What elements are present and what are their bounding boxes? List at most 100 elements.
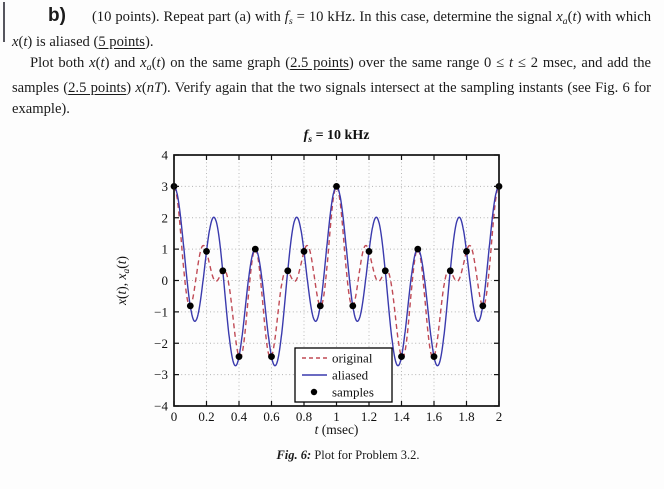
x-tick-label: 1.6	[426, 409, 443, 424]
legend-label-aliased: aliased	[332, 368, 369, 383]
y-tick-label: 2	[162, 210, 169, 225]
y-tick-label: 3	[162, 179, 169, 194]
x-tick-label: 1.4	[393, 409, 410, 424]
text-segment: (	[141, 79, 147, 96]
text-segment: t	[23, 33, 28, 50]
text-segment: (	[567, 9, 573, 25]
part-label: b)	[48, 5, 66, 26]
sample-point	[203, 248, 210, 255]
y-tick-label: −2	[154, 336, 168, 351]
x-tick-label: 0.8	[296, 409, 312, 424]
paragraph-2-body: Plot both x(t) and xa(t) on the same gra…	[12, 55, 651, 117]
text-segment: f	[284, 9, 289, 25]
text-segment: t	[315, 422, 320, 437]
sample-point	[235, 353, 243, 360]
sample-point	[333, 183, 340, 190]
x-axis-label: t (msec)	[315, 422, 359, 437]
sample-point	[381, 267, 389, 275]
text-segment: )	[27, 33, 33, 50]
text-segment: (	[114, 264, 129, 269]
legend-label-original: original	[332, 351, 373, 366]
text-segment: ≤ 2 msec, and add the samples (	[12, 54, 651, 96]
text-segment: (	[18, 33, 24, 50]
y-tick-label: 4	[162, 148, 169, 163]
text-segment: ). Verify again that the two signals int…	[12, 79, 652, 117]
text-segment: )	[114, 256, 129, 261]
sample-point	[316, 302, 324, 310]
text-segment: with which	[581, 9, 651, 25]
y-tick-label: 1	[162, 242, 169, 257]
text-segment: = 10 kHz. In this case, determine the si…	[292, 9, 557, 25]
plot-title: fs = 10 kHz	[304, 128, 370, 145]
text-segment: 2.5 points	[68, 79, 127, 96]
text-segment: t	[509, 54, 514, 71]
text-segment: (	[95, 54, 101, 71]
legend-label-samples: samples	[332, 385, 374, 400]
text-segment: x	[114, 273, 129, 280]
text-segment: (10 points). Repeat part (a) with	[91, 9, 285, 25]
text-segment: x	[135, 79, 142, 96]
problem-text: b) (10 points). Repeat part (a) with fs =…	[12, 5, 651, 120]
scan-artifact	[3, 2, 5, 42]
sample-point	[349, 302, 357, 310]
sample-point	[365, 248, 373, 255]
text-segment: x	[140, 54, 147, 71]
text-segment: ) on the same graph (	[160, 54, 291, 71]
text-segment: ),	[114, 279, 129, 290]
text-segment: x	[556, 9, 563, 25]
text-segment: )	[126, 79, 136, 96]
y-tick-label: −3	[154, 367, 168, 382]
text-segment: s	[307, 134, 312, 145]
text-segment: f	[304, 128, 310, 143]
x-tick-label: 0	[171, 409, 178, 424]
x-tick-label: 1.2	[361, 409, 377, 424]
text-segment: t	[156, 54, 161, 71]
text-segment: n	[146, 79, 155, 96]
text-segment: (	[151, 54, 157, 71]
caption-text: Plot for Problem 3.2.	[311, 448, 419, 462]
text-segment: (msec)	[318, 422, 358, 437]
x-tick-label: 0.6	[263, 409, 280, 424]
y-tick-label: −1	[154, 304, 168, 319]
sample-point	[251, 245, 259, 253]
text-segment: t	[114, 290, 129, 295]
x-tick-label: 0.2	[198, 409, 214, 424]
text-segment: Plot both	[30, 54, 90, 71]
legend-marker-samples	[310, 388, 318, 396]
y-tick-label: 0	[162, 273, 169, 288]
sample-point	[186, 302, 194, 310]
text-segment: ) over the same range 0 ≤	[348, 54, 510, 71]
text-segment: s	[288, 15, 293, 27]
x-tick-label: 0.4	[231, 409, 248, 424]
sample-point	[300, 248, 308, 255]
x-tick-label: 2	[496, 409, 503, 424]
text-segment: )	[576, 9, 582, 25]
text-segment: 5 points	[98, 33, 145, 50]
text-segment: T	[154, 79, 163, 96]
sample-point	[463, 248, 470, 255]
text-segment: 2.5 points	[290, 54, 349, 71]
y-axis-label: x(t), xa(t)	[114, 256, 132, 306]
text-segment: ) and	[104, 54, 141, 71]
text-segment: x	[12, 33, 19, 50]
caption-prefix: Fig. 6:	[275, 448, 311, 462]
text-segment: (	[114, 294, 129, 299]
text-segment: t	[114, 259, 129, 264]
problem-paragraph-2: Plot both x(t) and xa(t) on the same gra…	[12, 53, 651, 120]
figure-caption: Fig. 6: Plot for Problem 3.2.	[275, 448, 419, 462]
text-segment: t	[100, 54, 105, 71]
text-segment: ).	[144, 33, 154, 50]
sample-point	[414, 245, 422, 253]
problem-paragraph-1: b) (10 points). Repeat part (a) with fs =…	[12, 5, 651, 53]
text-segment: a	[122, 268, 132, 273]
sample-point	[446, 267, 454, 275]
sample-point	[398, 353, 405, 360]
text-segment: x	[89, 54, 96, 71]
x-tick-label: 1.8	[458, 409, 474, 424]
sample-point	[268, 353, 275, 360]
text-segment: a	[562, 15, 568, 27]
sample-point	[479, 302, 487, 310]
x-tick-label: 1	[333, 409, 340, 424]
